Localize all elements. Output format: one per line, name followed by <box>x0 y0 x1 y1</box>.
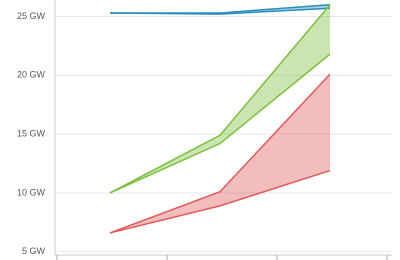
y-tick-label: 20 GW <box>17 70 46 80</box>
y-tick-label: 25 GW <box>17 11 46 21</box>
range-line <box>109 73 331 234</box>
y-tick-label: 15 GW <box>17 128 46 138</box>
range-line <box>109 7 331 15</box>
range-line <box>109 4 331 194</box>
range-line <box>109 169 331 234</box>
y-tick-label: 5 GW <box>22 246 46 256</box>
y-tick-label: 10 GW <box>17 187 46 197</box>
range-line <box>109 53 331 194</box>
range-area <box>110 74 330 233</box>
